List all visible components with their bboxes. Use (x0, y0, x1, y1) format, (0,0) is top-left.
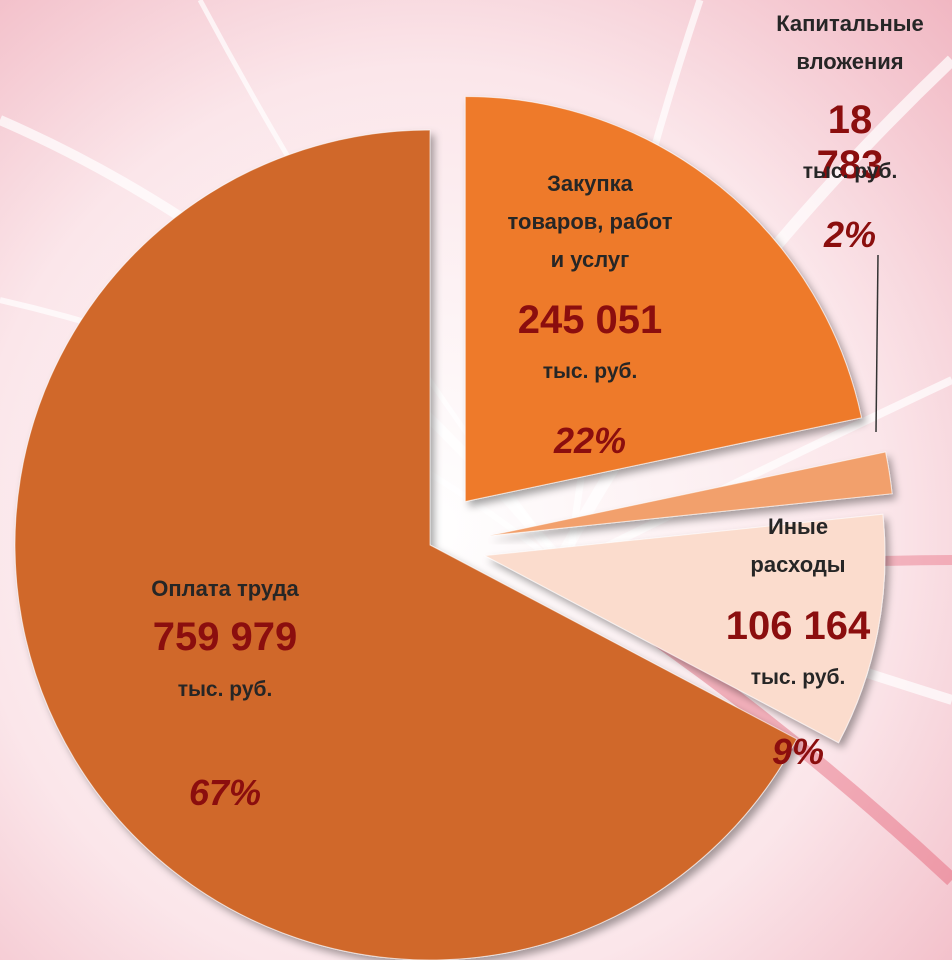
category-label: Закупка товаров, работ и услуг (501, 165, 679, 279)
percent-label: 22% (554, 420, 626, 462)
unit-label: тыс. руб. (803, 160, 898, 184)
category-label: Иные расходы (728, 508, 868, 584)
percent-label: 9% (772, 731, 824, 773)
percent-label: 67% (189, 772, 261, 814)
unit-label: тыс. руб. (543, 360, 638, 384)
unit-label: тыс. руб. (178, 678, 273, 702)
category-label: Капитальные вложения (745, 5, 952, 81)
page: Закупка товаров, работ и услуг 245 051 тыс… (0, 0, 952, 960)
category-label: Оплата труда (75, 570, 375, 608)
value-label: 759 979 (153, 615, 298, 660)
unit-label: тыс. руб. (751, 666, 846, 690)
value-label: 245 051 (518, 298, 663, 343)
value-label: 106 164 (726, 604, 871, 649)
percent-label: 2% (824, 214, 876, 256)
